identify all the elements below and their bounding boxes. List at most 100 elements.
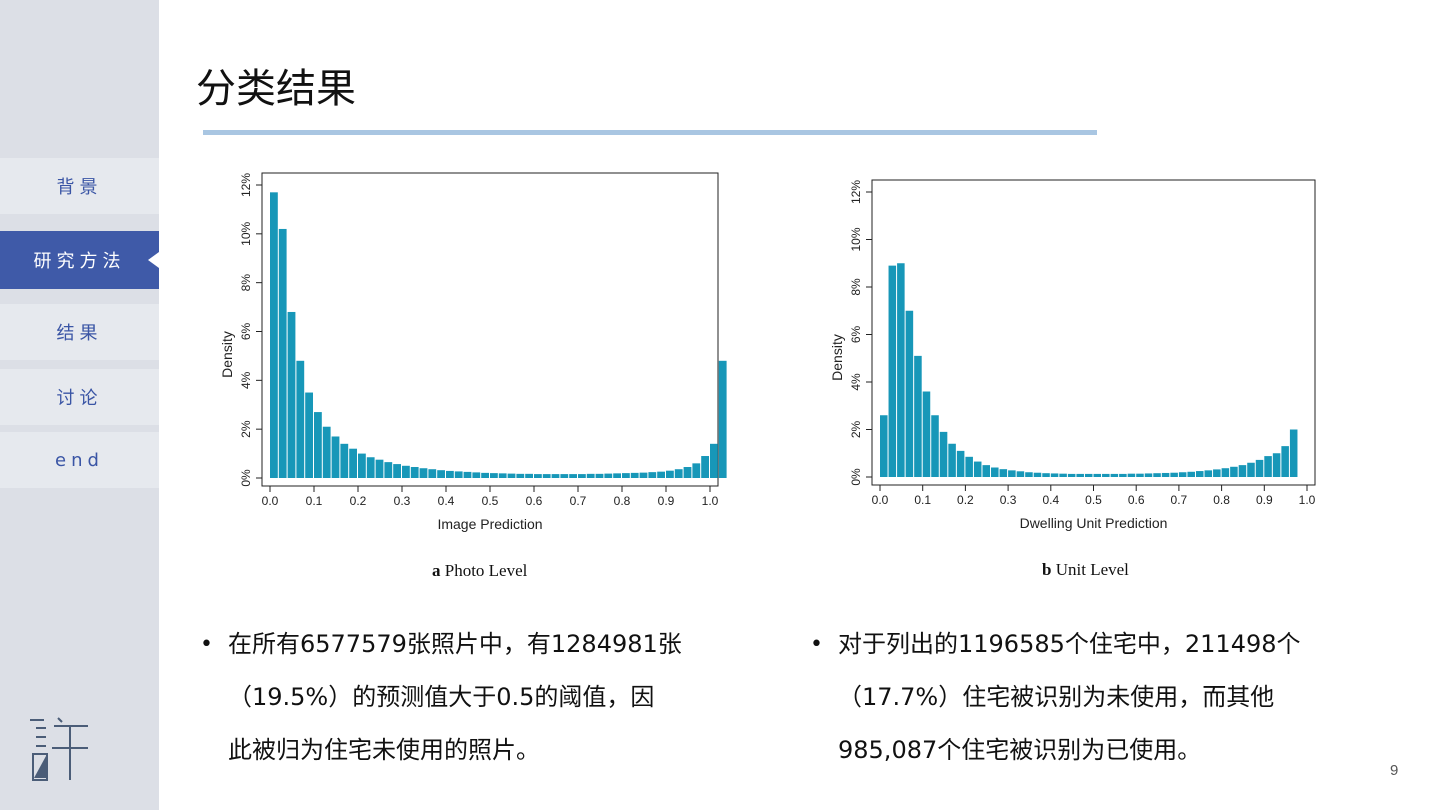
bullet-left: • 在所有6577579张照片中，有1284981张 （19.5%）的预测值大于… [200,618,788,777]
bar-39 [613,473,621,478]
active-indicator-icon [148,252,159,268]
x-tick-label: 0.4 [438,494,455,508]
x-tick-label: 0.9 [658,494,675,508]
bullet-right-line-3: 985,087个住宅被识别为已使用。 [838,736,1202,764]
bar-43 [648,472,657,478]
bar-31 [542,474,551,478]
nav-item-discussion[interactable]: 讨论 [0,369,159,425]
bar-36 [1187,471,1195,477]
bar-38 [604,473,613,478]
bar-46 [674,469,683,478]
bar-16 [1016,471,1025,477]
bullet-left-line-1: 在所有6577579张照片中，有1284981张 [228,630,682,658]
slide-title: 分类结果 [196,66,356,112]
bar-15 [402,465,410,478]
bar-8 [340,443,349,478]
bar-0 [880,415,888,477]
caption-a: a Photo Level [432,561,527,581]
x-tick-label: 1.0 [1299,493,1316,507]
bar-3 [905,310,914,477]
bar-22 [463,471,472,478]
y-tick-label: 2% [849,420,863,438]
bullet-right-line-1: 对于列出的1196585个住宅中，211498个 [838,630,1301,658]
bar-48 [692,463,701,478]
nav-item-end[interactable]: end [0,432,159,488]
bar-1 [278,228,287,478]
bar-10 [965,456,973,477]
bar-11 [973,461,982,477]
histogram-unit-level: 0.0 0.1 0.2 0.3 0.4 0.5 0.6 0.7 0.8 0.9 1.0 0% 2% 4% 6… [829,179,1316,531]
nav-item-results[interactable]: 结果 [0,304,159,360]
x-tick-label: 0.2 [350,494,367,508]
bar-45 [1264,456,1272,477]
bar-6 [931,415,939,477]
y-tick-label: 0% [849,468,863,486]
nav-item-background[interactable]: 背景 [0,158,159,214]
x-tick-label: 0.3 [1000,493,1017,507]
nav-item-methods[interactable]: 研究方法 [0,231,159,289]
bar-49 [701,456,709,478]
bar-2 [897,263,905,477]
x-tick-label: 0.7 [1171,493,1188,507]
bar-7 [939,431,948,477]
x-tick-label: 0.4 [1042,493,1059,507]
bullet-icon: • [810,632,823,657]
bar-50 [710,443,718,478]
bar-17 [419,468,428,478]
bar-32 [551,474,560,478]
bar-21 [454,471,463,478]
caption-a-text: Photo Level [440,561,528,580]
bar-19 [437,470,445,478]
bullet-left-line-3: 此被归为住宅未使用的照片。 [228,736,540,764]
nav-label: end [55,449,104,471]
x-tick-label: 0.9 [1256,493,1273,507]
bar-29 [525,473,533,478]
bar-48 [1289,429,1298,477]
bar-7 [331,436,340,478]
bar-10 [358,453,366,478]
bar-51 [718,360,727,478]
bar-9 [956,450,965,477]
histogram-photo-level: 0.0 0.1 0.2 0.3 0.4 0.5 0.6 0.7 0.8 0.9 1.0 0% 2% 4% 6… [219,172,727,532]
bar-44 [1255,459,1264,477]
bar-18 [1033,472,1042,477]
x-tick-label: 0.8 [1213,493,1230,507]
x-tick-label: 0.5 [482,494,499,508]
y-tick-label: 6% [239,322,253,340]
bar-38 [1204,470,1213,477]
bar-42 [639,472,648,478]
bar-20 [446,470,454,478]
bar-40 [622,473,630,478]
y-tick-label: 6% [849,325,863,343]
bar-24 [1084,473,1093,477]
bar-26 [498,473,507,478]
bar-33 [560,474,569,478]
bar-35 [1178,472,1187,477]
bar-5 [922,391,931,477]
bar-35 [578,474,586,478]
bar-25 [1093,473,1102,477]
bar-0 [270,192,278,478]
bullet-left-line-2: （19.5%）的预测值大于0.5的阈值，因 [228,683,655,711]
y-tick-label: 12% [849,180,863,204]
y-tick-label: 2% [239,420,253,438]
bar-37 [1195,471,1204,477]
bar-16 [410,467,419,478]
bar-14 [393,464,401,478]
bar-47 [683,467,692,478]
y-tick-label: 0% [239,469,253,487]
x-tick-label: 0.6 [1128,493,1145,507]
bar-13 [991,467,999,477]
bar-1 [888,265,897,477]
x-tick-label: 0.3 [394,494,411,508]
bar-36 [586,473,595,478]
bar-45 [666,470,674,478]
bar-37 [595,473,604,478]
y-tick-label: 4% [239,371,253,389]
bar-34 [1170,472,1178,477]
x-tick-label: 0.0 [872,493,889,507]
page-number: 9 [1390,762,1399,779]
bar-41 [1230,466,1238,477]
bar-12 [982,465,991,477]
bar-33 [1161,472,1170,477]
